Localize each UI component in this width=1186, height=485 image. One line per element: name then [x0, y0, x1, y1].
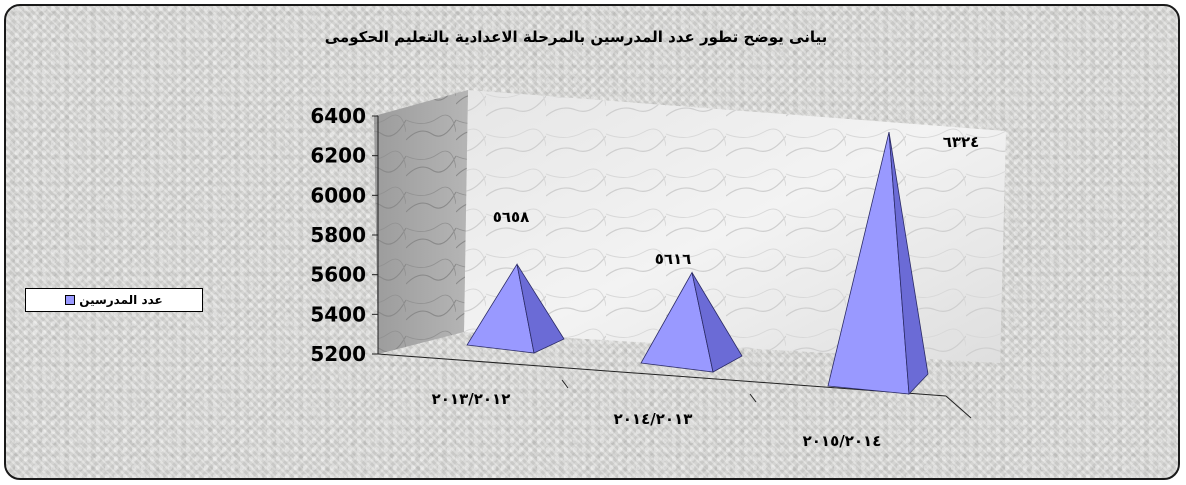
series-pyramids [466, 131, 929, 395]
floor-edge-front [377, 353, 947, 397]
y-tick-label: 5600 [310, 263, 366, 287]
legend-swatch [65, 295, 76, 305]
x-tick-mark [749, 393, 757, 403]
x-tick-label: ٢٠١٥/٢٠١٤ [803, 432, 882, 450]
data-label: ٦٣٢٤ [943, 133, 980, 151]
side-wall-texture [374, 90, 468, 354]
data-label: ٥٦١٦ [655, 250, 692, 268]
y-tick-label: 6200 [310, 144, 366, 168]
floor-edge-right [945, 395, 972, 419]
chart-title: بيانى يوضح تطور عدد المدرسين بالمرحلة ال… [324, 28, 828, 46]
legend-label: عدد المدرسين [79, 293, 163, 307]
y-tick-label: 5200 [310, 342, 366, 366]
y-tick-label: 6000 [310, 183, 366, 207]
data-label: ٥٦٥٨ [493, 208, 530, 226]
y-tick-label: 5800 [310, 223, 366, 247]
y-tick-label: 5400 [310, 302, 366, 326]
pyramid-side-face [516, 263, 565, 354]
data-labels: ٥٦٥٨ ٥٦١٦ ٦٣٢٤ [493, 133, 980, 268]
x-tick-label: ٢٠١٤/٢٠١٣ [614, 410, 693, 428]
chart-frame: بيانى يوضح تطور عدد المدرسين بالمرحلة ال… [4, 4, 1180, 480]
x-axis: ٢٠١٣/٢٠١٢ ٢٠١٤/٢٠١٣ ٢٠١٥/٢٠١٤ [432, 379, 882, 450]
x-tick-mark [561, 379, 569, 389]
y-tick-label: 6400 [310, 104, 366, 128]
legend: عدد المدرسين [25, 288, 203, 312]
pyramid-side-face [888, 132, 929, 395]
y-axis-ticks: 5200 5400 5600 5800 6000 6200 6400 [310, 104, 378, 366]
x-tick-label: ٢٠١٣/٢٠١٢ [432, 390, 511, 408]
pyramid-side-face [691, 272, 743, 373]
